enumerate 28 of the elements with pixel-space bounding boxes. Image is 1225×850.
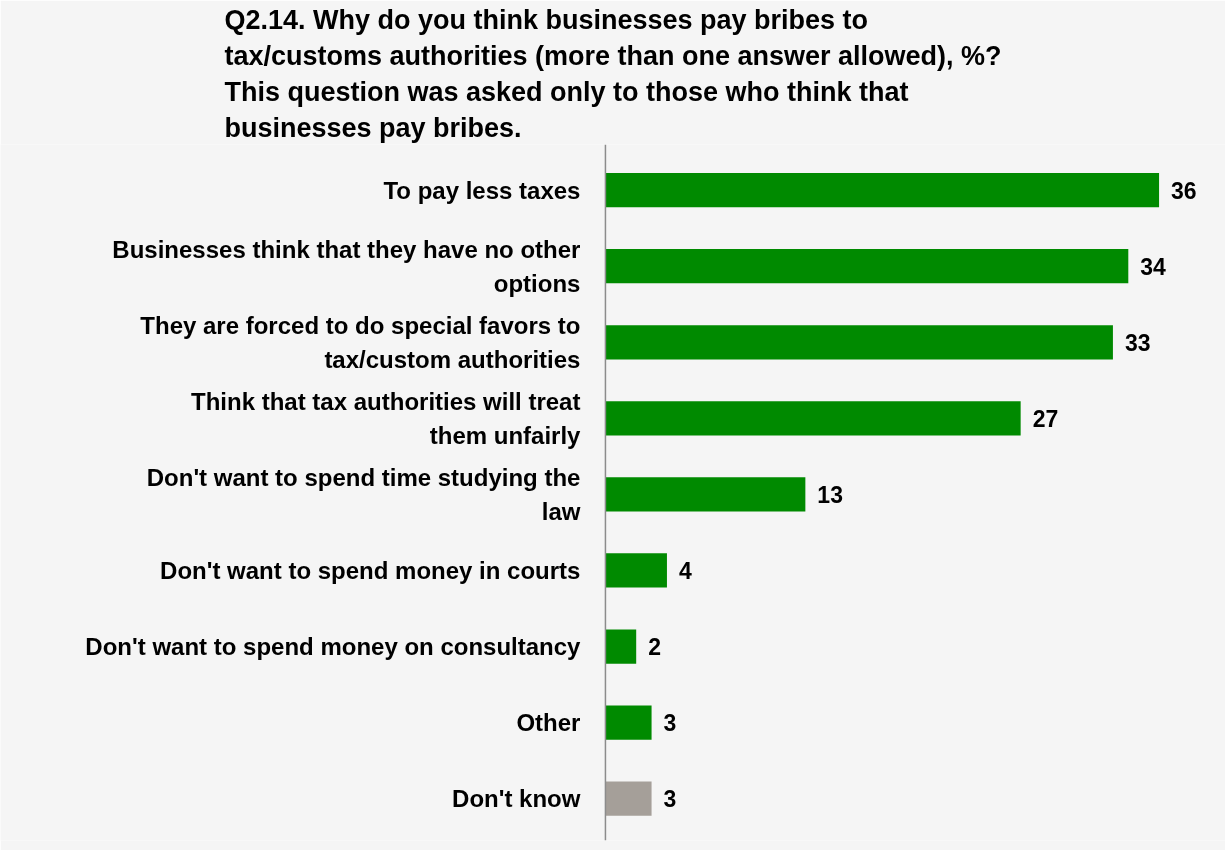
data-label: 36 xyxy=(1171,177,1197,204)
bar xyxy=(605,477,806,512)
bar xyxy=(605,401,1021,436)
bar xyxy=(605,553,667,588)
chart-title: Q2.14. Why do you think businesses pay bribes to tax/customs authorities (more than one answer allowed), %? This question was asked only to those who think that businesses pay bribes. xyxy=(224,4,1002,143)
y-tick-label: Businesses think that they have no other options xyxy=(112,235,581,297)
y-tick-label: Think that tax authorities will treat them unfairly xyxy=(191,387,582,449)
data-label: 3 xyxy=(663,786,677,813)
y-tick-label: They are forced to do special favors to tax/custom authorities xyxy=(140,311,581,373)
y-tick-label: Don't want to spend time studying the law xyxy=(146,464,581,525)
bar xyxy=(605,629,637,664)
y-tick-label: Don't want to spend money in courts xyxy=(160,556,581,584)
bar xyxy=(605,249,1129,284)
data-label: 27 xyxy=(1032,405,1059,432)
y-tick-label: Other xyxy=(516,709,581,737)
data-label: 13 xyxy=(817,481,843,508)
bar xyxy=(605,705,652,740)
bar xyxy=(605,781,652,816)
bar xyxy=(605,325,1113,360)
data-label: 3 xyxy=(663,710,677,737)
bar xyxy=(605,173,1160,208)
y-tick-label: To pay less taxes xyxy=(383,176,581,204)
data-label: 33 xyxy=(1124,329,1151,356)
y-tick-label: Don't know xyxy=(452,785,581,813)
y-tick-label: Don't want to spend money on consultancy xyxy=(85,633,582,661)
data-label: 2 xyxy=(648,634,661,661)
data-label: 34 xyxy=(1140,253,1167,280)
data-label: 4 xyxy=(678,557,692,584)
